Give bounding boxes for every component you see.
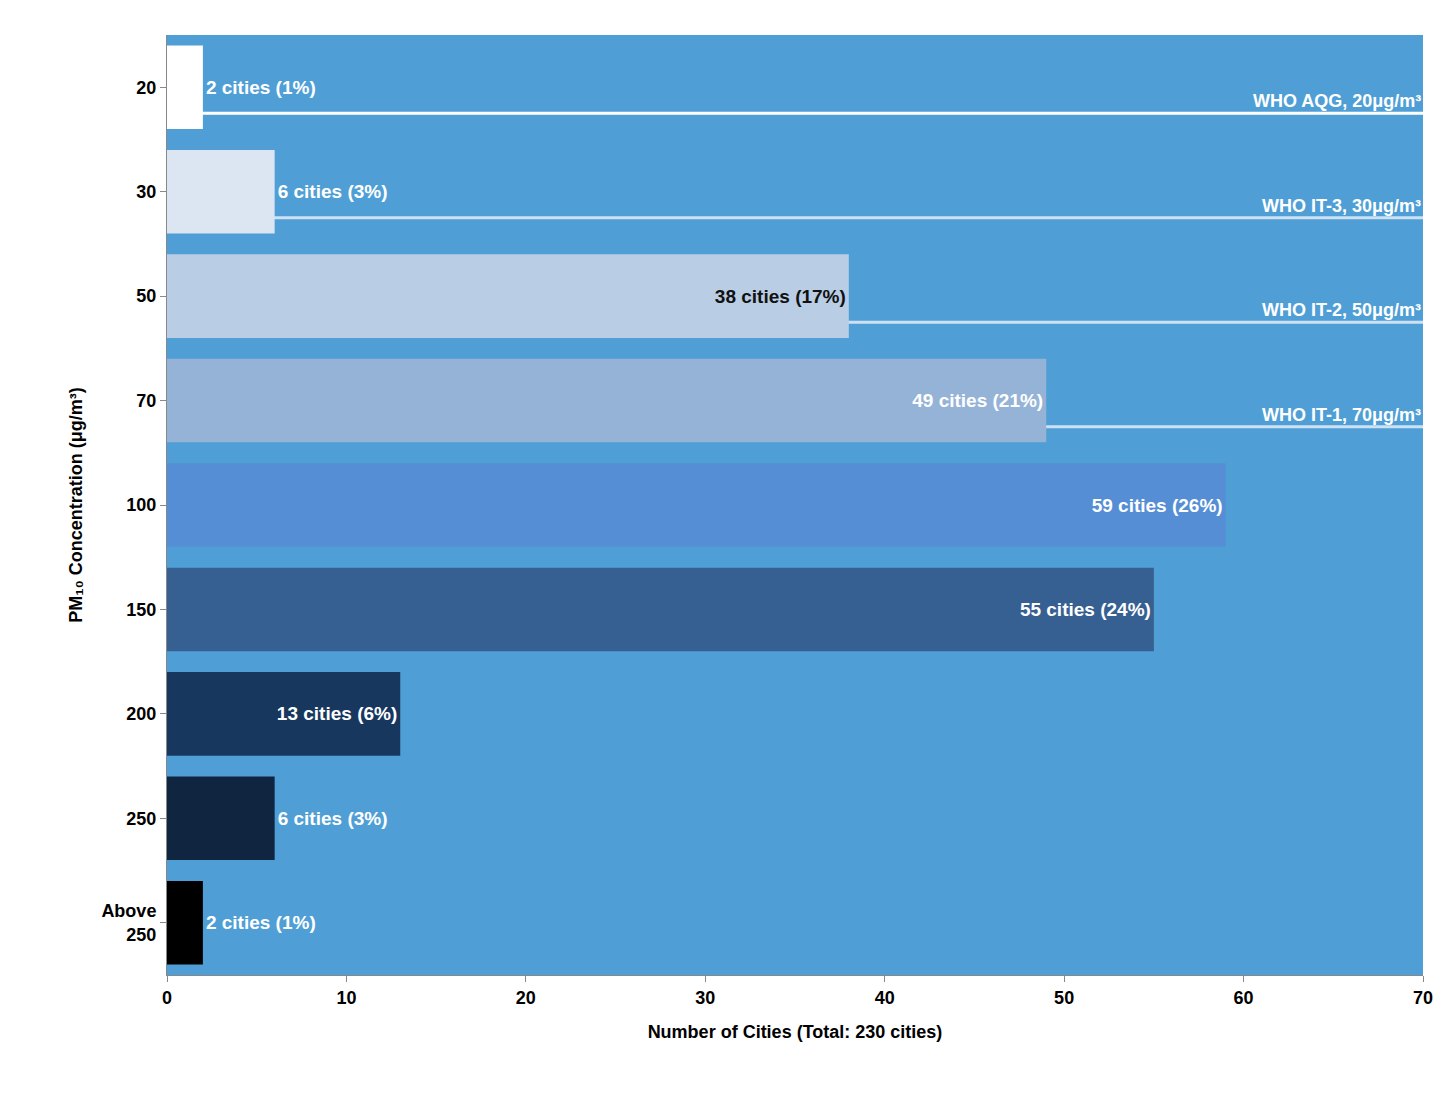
svg-text:2 cities (1%): 2 cities (1%) xyxy=(206,77,316,98)
svg-text:WHO IT-3, 30μg/m³: WHO IT-3, 30μg/m³ xyxy=(1262,196,1421,216)
svg-text:6 cities (3%): 6 cities (3%) xyxy=(278,808,388,829)
svg-text:30: 30 xyxy=(695,988,715,1008)
svg-text:PM₁₀ Concentration (μg/m³): PM₁₀ Concentration (μg/m³) xyxy=(66,387,86,623)
svg-text:40: 40 xyxy=(875,988,895,1008)
svg-text:20: 20 xyxy=(136,78,156,98)
svg-text:2 cities (1%): 2 cities (1%) xyxy=(206,912,316,933)
svg-text:50: 50 xyxy=(136,286,156,306)
svg-text:20: 20 xyxy=(516,988,536,1008)
svg-text:49 cities (21%): 49 cities (21%) xyxy=(912,390,1043,411)
svg-text:13 cities (6%): 13 cities (6%) xyxy=(277,703,397,724)
svg-text:70: 70 xyxy=(136,391,156,411)
svg-text:Number of Cities (Total: 230 c: Number of Cities (Total: 230 cities) xyxy=(648,1022,943,1042)
svg-text:10: 10 xyxy=(336,988,356,1008)
svg-text:30: 30 xyxy=(136,182,156,202)
svg-text:150: 150 xyxy=(126,600,156,620)
svg-text:60: 60 xyxy=(1234,988,1254,1008)
svg-text:WHO AQG, 20μg/m³: WHO AQG, 20μg/m³ xyxy=(1253,91,1421,111)
svg-text:38 cities (17%): 38 cities (17%) xyxy=(715,286,846,307)
svg-text:50: 50 xyxy=(1054,988,1074,1008)
svg-text:200: 200 xyxy=(126,704,156,724)
svg-text:55 cities (24%): 55 cities (24%) xyxy=(1020,599,1151,620)
svg-text:250: 250 xyxy=(126,809,156,829)
svg-text:0: 0 xyxy=(162,988,172,1008)
svg-text:6 cities (3%): 6 cities (3%) xyxy=(278,181,388,202)
svg-text:Above250: Above250 xyxy=(101,901,156,944)
svg-text:59 cities (26%): 59 cities (26%) xyxy=(1092,495,1223,516)
svg-text:WHO IT-2, 50μg/m³: WHO IT-2, 50μg/m³ xyxy=(1262,300,1421,320)
svg-text:WHO IT-1, 70μg/m³: WHO IT-1, 70μg/m³ xyxy=(1262,405,1421,425)
svg-text:100: 100 xyxy=(126,495,156,515)
svg-text:70: 70 xyxy=(1413,988,1433,1008)
